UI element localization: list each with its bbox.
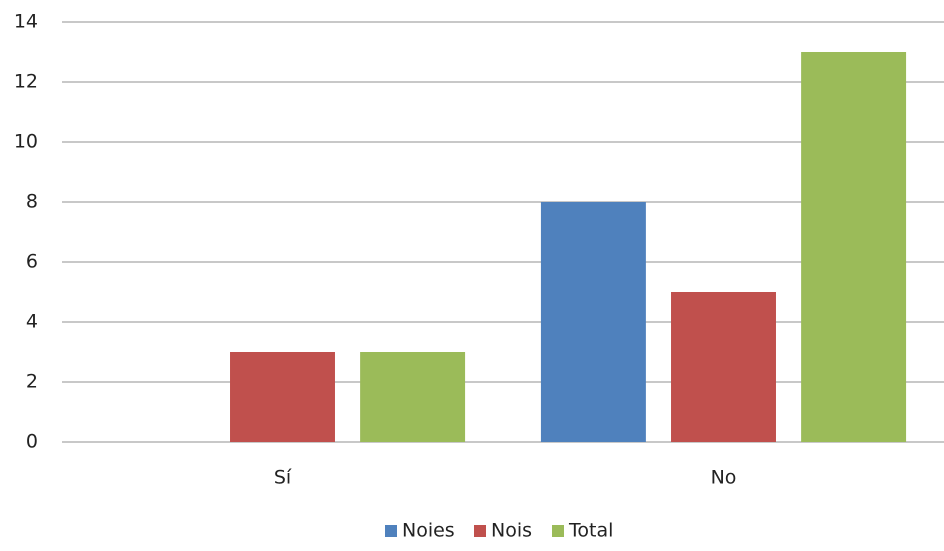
y-tick-label: 6 xyxy=(26,251,38,273)
bar xyxy=(230,352,335,442)
y-tick-label: 8 xyxy=(26,191,38,213)
bar xyxy=(360,352,466,442)
legend-label: Nois xyxy=(491,520,532,542)
legend-label: Noies xyxy=(402,520,455,542)
x-tick-label: Sí xyxy=(274,467,292,489)
bar xyxy=(801,52,907,442)
y-tick-label: 2 xyxy=(26,371,38,393)
bar xyxy=(671,292,776,442)
legend-label: Total xyxy=(568,520,613,542)
bar xyxy=(540,202,646,442)
legend-swatch xyxy=(552,525,564,537)
x-tick-label: No xyxy=(711,467,737,489)
y-tick-label: 14 xyxy=(14,11,38,33)
y-tick-label: 10 xyxy=(14,131,38,153)
y-tick-label: 12 xyxy=(14,71,38,93)
legend-swatch xyxy=(385,525,397,537)
legend-swatch xyxy=(474,525,486,537)
y-tick-label: 4 xyxy=(26,311,38,333)
y-tick-label: 0 xyxy=(26,431,38,453)
